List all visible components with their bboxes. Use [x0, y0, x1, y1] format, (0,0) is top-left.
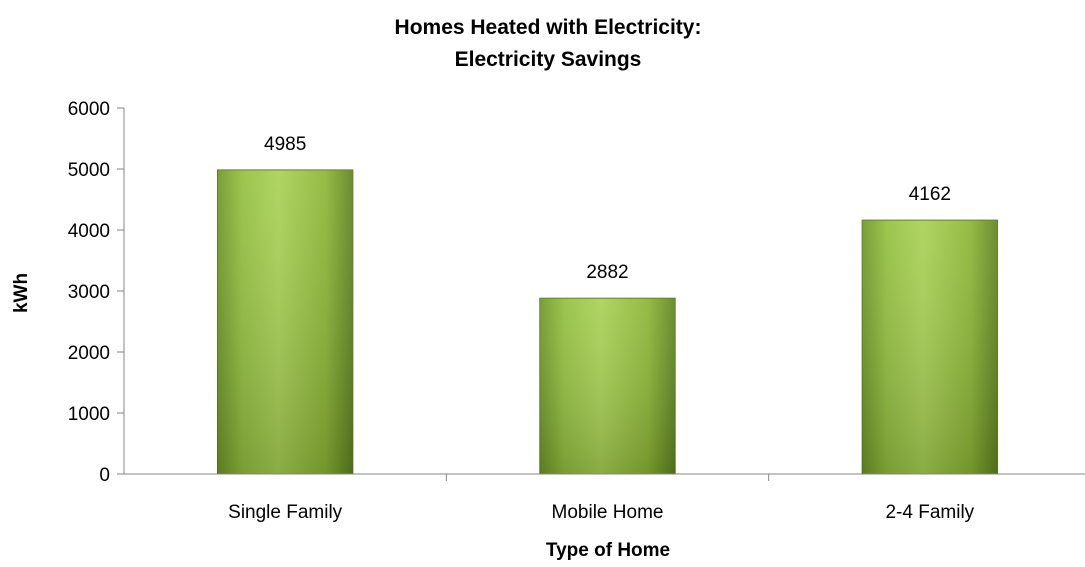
y-axis-ticks: 0 1000 2000 3000 4000 5000 6000 [68, 99, 124, 486]
x-tick-label: 2-4 Family [885, 502, 974, 523]
bar-shading [217, 169, 353, 475]
y-axis-title: kWh [11, 273, 32, 313]
bar-series [216, 169, 999, 475]
data-label: 4985 [264, 134, 306, 155]
chart-title-line-2: Electricity Savings [455, 48, 642, 71]
y-tick-label: 4000 [68, 221, 110, 242]
y-tick-label: 3000 [68, 282, 110, 303]
bar-shading [862, 220, 998, 474]
x-tick-label: Single Family [228, 502, 343, 523]
y-tick-label: 5000 [68, 160, 110, 181]
x-axis-title: Type of Home [546, 540, 670, 561]
x-tick-label: Mobile Home [552, 502, 664, 523]
x-axis-ticks: Single Family Mobile Home 2-4 Family [228, 474, 975, 523]
chart-title-line-1: Homes Heated with Electricity: [395, 16, 702, 39]
data-label: 4162 [909, 184, 951, 205]
data-labels: 4985 2882 4162 [264, 134, 951, 283]
y-tick-label: 2000 [68, 343, 110, 364]
y-tick-label: 6000 [68, 99, 110, 120]
y-tick-label: 1000 [68, 404, 110, 425]
y-tick-label: 0 [99, 465, 110, 486]
data-label: 2882 [586, 262, 628, 283]
bar-shading [539, 298, 676, 474]
